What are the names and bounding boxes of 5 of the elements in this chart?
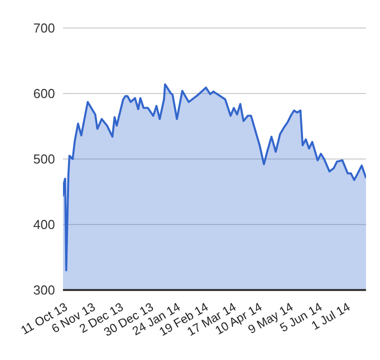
y-tick-label: 600 (33, 86, 55, 102)
y-tick-label: 700 (33, 20, 55, 36)
y-tick-label: 500 (33, 152, 55, 167)
y-tick-label: 400 (33, 217, 55, 232)
y-tick-label: 300 (33, 282, 55, 298)
